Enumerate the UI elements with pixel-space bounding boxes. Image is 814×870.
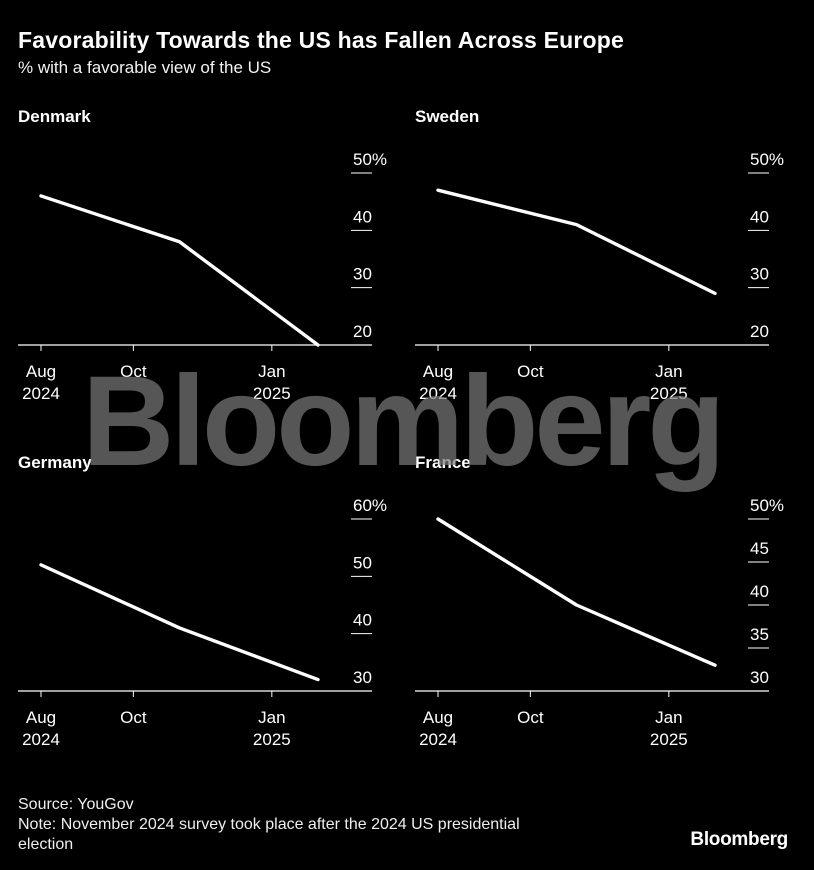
y-tick-label: 40 (353, 207, 372, 226)
x-tick-label: Oct (517, 708, 544, 727)
page-subtitle: % with a favorable view of the US (18, 58, 272, 77)
series-line (39, 563, 320, 682)
x-tick-label: Jan (258, 708, 285, 727)
bloomberg-logo: Bloomberg (690, 829, 788, 850)
chart-panel-0: Denmark 50% 40 30 20 Aug 2024 Oct Jan 2025 (18, 107, 387, 403)
y-tick-label: 50% (750, 496, 784, 515)
x-tick-label: 2024 (22, 384, 60, 403)
y-tick-label: 50% (353, 150, 387, 169)
chart-title: Germany (18, 453, 92, 472)
chart-title: Sweden (415, 107, 479, 126)
chart-panel-3: France 50% 45 40 35 30 Aug 2024 Oct Jan 2025 (415, 453, 784, 749)
x-tick-label: Aug (423, 708, 453, 727)
series-line (436, 188, 717, 296)
y-tick-label: 50 (353, 553, 372, 572)
x-tick-label: Jan (655, 708, 682, 727)
y-tick-label: 30 (750, 668, 769, 687)
x-tick-label: Oct (517, 362, 544, 381)
x-tick-label: Aug (26, 708, 56, 727)
x-tick-label: Jan (655, 362, 682, 381)
data-point (575, 223, 578, 226)
x-tick-label: 2024 (419, 730, 457, 749)
data-point (39, 563, 43, 567)
data-point (39, 194, 43, 198)
chart-panel-1: Sweden 50% 40 30 20 Aug 2024 Oct Jan 2025 (415, 107, 784, 403)
source-note: Source: YouGov (18, 796, 134, 813)
y-tick-label: 60% (353, 496, 387, 515)
y-tick-label: 50% (750, 150, 784, 169)
data-point (178, 626, 181, 630)
y-tick-label: 20 (353, 322, 372, 341)
x-tick-label: 2024 (22, 730, 60, 749)
y-tick-label: 45 (750, 539, 769, 558)
data-point (713, 664, 717, 667)
data-point (316, 678, 320, 681)
chart-title: France (415, 453, 471, 472)
data-point (316, 343, 320, 347)
x-tick-label: Aug (423, 362, 453, 381)
y-tick-label: 40 (353, 611, 372, 630)
x-tick-label: Oct (120, 708, 147, 727)
y-tick-label: 20 (750, 322, 769, 341)
data-point (178, 240, 181, 243)
x-tick-label: Jan (258, 362, 285, 381)
chart-panel-2: Germany 60% 50 40 30 Aug 2024 Oct Jan 2025 (18, 453, 387, 749)
y-tick-label: 30 (750, 265, 769, 284)
x-tick-label: 2025 (650, 730, 688, 749)
x-tick-label: 2025 (253, 730, 291, 749)
y-tick-label: 30 (353, 668, 372, 687)
x-tick-label: Aug (26, 362, 56, 381)
x-tick-label: 2024 (419, 384, 457, 403)
y-tick-label: 40 (750, 207, 769, 226)
page-title: Favorability Towards the US has Fallen A… (18, 27, 624, 53)
data-point (575, 603, 578, 607)
data-point (436, 517, 440, 521)
series-line (436, 517, 717, 667)
data-point (436, 189, 440, 192)
footnote: Note: November 2024 survey took place af… (18, 816, 520, 853)
x-tick-label: 2025 (650, 384, 688, 403)
x-tick-label: Oct (120, 362, 147, 381)
chart-title: Denmark (18, 107, 91, 126)
y-tick-label: 40 (750, 582, 769, 601)
y-tick-label: 35 (750, 625, 769, 644)
series-line (39, 194, 320, 347)
data-point (713, 292, 717, 295)
y-tick-label: 30 (353, 265, 372, 284)
x-tick-label: 2025 (253, 384, 291, 403)
